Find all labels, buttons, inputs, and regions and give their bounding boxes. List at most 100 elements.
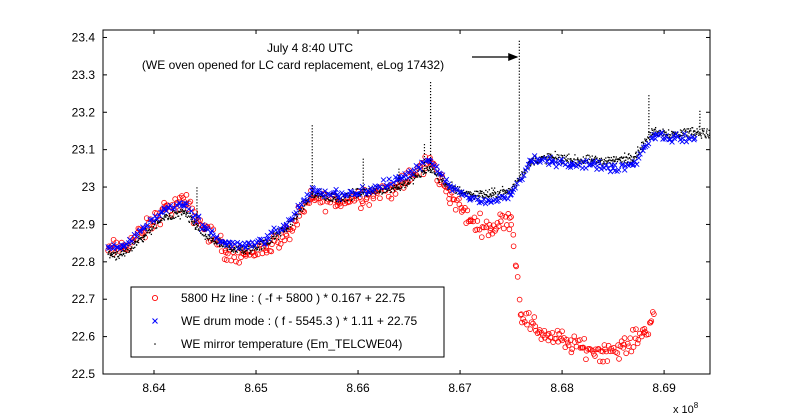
data-point-dot: [418, 175, 421, 177]
spike-dot: [518, 103, 520, 105]
data-point-dot: [240, 247, 242, 249]
data-point-dot: [404, 179, 407, 181]
data-point-circle: [337, 203, 344, 210]
spike-dot: [196, 226, 198, 228]
data-point-x: [237, 241, 243, 247]
data-point-dot: [357, 195, 360, 198]
data-point-dot: [598, 159, 600, 161]
data-point-x: [180, 203, 187, 209]
data-point-x: [611, 162, 618, 168]
data-point-x: [307, 192, 313, 199]
data-point-circle: [559, 337, 565, 344]
data-point-x: [390, 179, 397, 186]
data-point-dot: [244, 250, 246, 253]
data-point-dot: [680, 131, 682, 133]
spike-dot: [518, 49, 520, 51]
data-point-x: [439, 172, 446, 178]
data-point-dot: [504, 192, 506, 194]
data-point-dot: [194, 228, 197, 230]
data-point-dot: [187, 212, 189, 214]
spike-dot: [648, 134, 650, 136]
data-point-dot: [649, 132, 652, 134]
data-point-dot: [389, 191, 391, 194]
spike-dot: [648, 95, 650, 97]
data-point-dot: [342, 195, 345, 197]
spike-dot: [311, 191, 313, 193]
data-point-dot: [135, 244, 138, 246]
data-point-dot: [539, 158, 541, 160]
legend-box: [130, 286, 445, 358]
spike-dot: [518, 124, 520, 126]
data-point-dot: [497, 190, 499, 193]
data-point-dot: [681, 130, 683, 132]
spike-dot: [311, 170, 313, 172]
data-point-dot: [402, 181, 405, 183]
data-point-dot: [233, 246, 236, 249]
data-point-dot: [314, 195, 316, 197]
data-point-circle: [187, 198, 194, 205]
data-point-dot: [195, 228, 197, 230]
data-point-x: [569, 160, 575, 166]
data-point-dot: [153, 224, 156, 226]
data-point-dot: [700, 132, 702, 134]
x-tick-label: 8.66: [346, 381, 370, 395]
data-point-dot: [588, 154, 590, 157]
spike-dot: [423, 150, 426, 152]
data-point-dot: [437, 179, 439, 181]
data-point-dot: [418, 168, 420, 170]
data-point-dot: [570, 159, 572, 161]
data-point-dot: [402, 185, 404, 187]
data-point-dot: [431, 172, 433, 174]
data-point-dot: [591, 155, 593, 157]
data-point-circle: [222, 247, 229, 254]
data-point-dot: [208, 237, 211, 239]
data-point-dot: [619, 158, 621, 161]
data-point-dot: [612, 160, 614, 162]
data-point-dot: [492, 194, 494, 197]
data-point-dot: [189, 215, 192, 217]
spike-dot: [429, 91, 432, 93]
data-point-dot: [501, 185, 504, 188]
data-point-dot: [164, 214, 166, 217]
data-point-x: [691, 135, 698, 142]
data-point-dot: [148, 229, 150, 231]
data-point-dot: [668, 136, 671, 138]
data-point-dot: [546, 153, 549, 155]
data-point-x: [632, 158, 638, 165]
spike-dot: [311, 137, 313, 139]
data-point-dot: [557, 156, 560, 159]
data-point-dot: [190, 220, 193, 222]
spike-dot: [429, 132, 432, 135]
spike-dot: [429, 126, 432, 129]
data-point-dot: [222, 245, 224, 248]
data-point-dot: [185, 213, 187, 216]
data-point-x: [191, 212, 198, 219]
data-point-circle: [183, 192, 190, 198]
data-point-circle: [294, 221, 300, 228]
data-point-dot: [560, 154, 562, 156]
data-point-dot: [490, 193, 492, 196]
data-point-dot: [362, 193, 365, 195]
data-point-dot: [436, 175, 438, 177]
data-point-dot: [550, 153, 552, 155]
data-point-dot: [159, 221, 161, 224]
data-point-dot: [582, 156, 585, 158]
data-point-dot: [357, 188, 359, 190]
data-point-dot: [122, 253, 125, 256]
data-point-dot: [648, 131, 650, 134]
data-point-dot: [259, 243, 261, 245]
data-point-dot: [286, 230, 288, 233]
data-point-dot: [120, 253, 123, 256]
data-point-dot: [366, 195, 368, 197]
spike-dot: [311, 188, 313, 190]
data-point-dot: [487, 196, 490, 198]
data-point-dot: [114, 251, 117, 254]
data-point-dot: [608, 157, 610, 159]
data-point-dot: [330, 199, 332, 201]
data-point-dot: [430, 170, 433, 172]
spike-dot: [518, 142, 520, 144]
data-point-dot: [506, 191, 508, 193]
data-point-dot: [232, 250, 234, 252]
spike-dot: [311, 149, 313, 151]
data-point-dot: [136, 240, 139, 243]
